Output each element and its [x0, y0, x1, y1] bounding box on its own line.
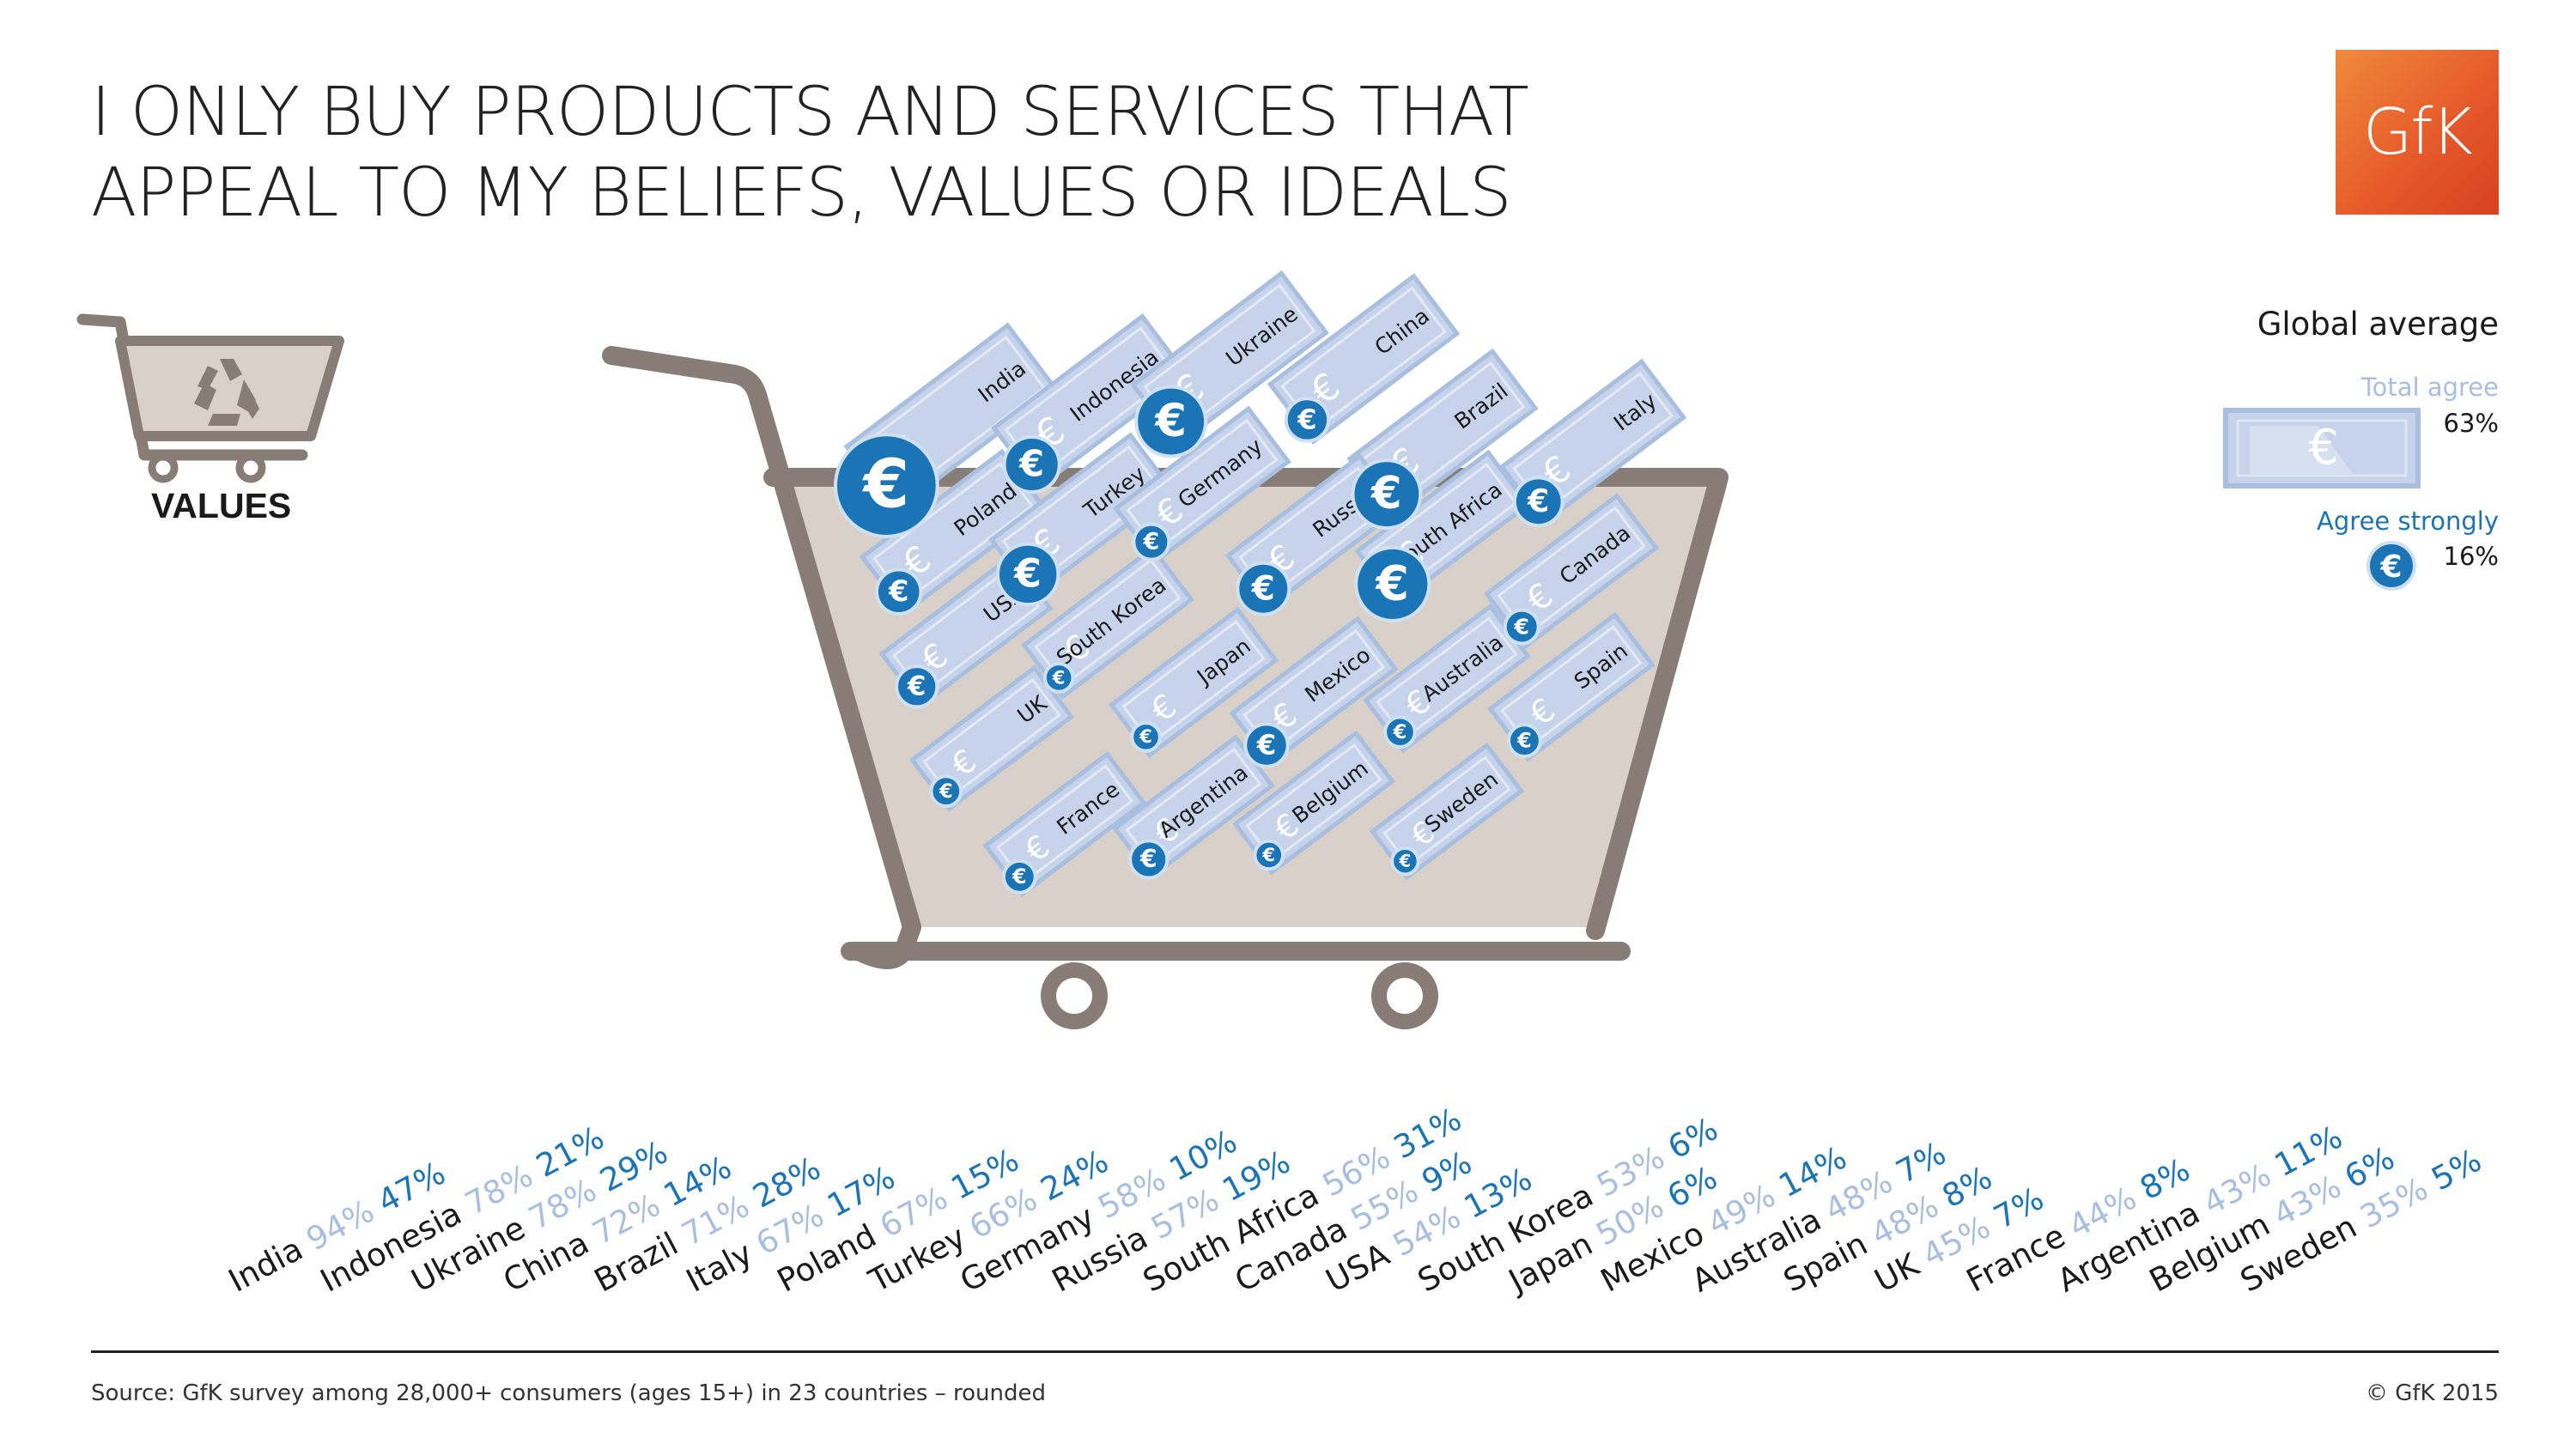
euro-coin-south-africa: €: [1354, 545, 1431, 622]
euro-coin-sweden: €: [1390, 846, 1420, 877]
legend-title: Global average: [2257, 306, 2499, 343]
gfk-logo: GfK: [2336, 50, 2499, 215]
legend-strong-label: Agree strongly: [2317, 507, 2499, 536]
euro-coin-brazil: €: [1351, 458, 1423, 531]
svg-text:€: €: [1013, 551, 1042, 597]
title-line-1: I ONLY BUY PRODUCTS AND SERVICES THAT: [91, 74, 1529, 151]
svg-text:€: €: [1251, 569, 1275, 608]
euro-coin-china: €: [1284, 397, 1331, 443]
euro-coin-australia: €: [1383, 715, 1417, 749]
svg-text:€: €: [1513, 614, 1529, 639]
euro-coin-france: €: [1001, 858, 1037, 895]
small-cart-icon: [76, 313, 344, 483]
legend-banknote-icon: €: [2223, 408, 2421, 488]
svg-text:€: €: [1375, 556, 1409, 611]
coins-layer: € € € € € € € € € € € € € € € € € € € € € € €: [833, 385, 1564, 895]
euro-coin-belgium: €: [1253, 839, 1285, 871]
euro-coin-canada: €: [1503, 608, 1540, 646]
svg-text:€: €: [1139, 845, 1157, 873]
svg-text:€: €: [1516, 728, 1532, 752]
recycle-icon: [194, 359, 259, 426]
euro-coin-italy: €: [1512, 476, 1564, 528]
svg-text:€: €: [1143, 529, 1160, 555]
euro-coin-spain: €: [1507, 723, 1542, 759]
svg-text:€: €: [1261, 844, 1275, 865]
svg-text:€: €: [1154, 395, 1187, 447]
euro-coin-russia: €: [1236, 561, 1291, 616]
euro-coin-indonesia: €: [1002, 435, 1061, 494]
svg-text:€: €: [1393, 721, 1407, 743]
svg-text:€: €: [1018, 443, 1044, 485]
legend-strong-value: 16%: [2443, 542, 2499, 571]
euro-coin-india: €: [833, 433, 939, 538]
legend-coin-icon: €: [2366, 541, 2416, 591]
svg-text:€: €: [1052, 666, 1066, 688]
banknote-australia: €Australia: [1363, 603, 1531, 754]
title-line-2: APPEAL TO MY BELIEFS, VALUES OR IDEALS: [91, 155, 1512, 232]
copyright: © GfK 2015: [2365, 1380, 2499, 1406]
svg-text:€: €: [1297, 403, 1316, 435]
euro-coin-turkey: €: [995, 542, 1060, 607]
svg-text:€: €: [1012, 865, 1027, 889]
svg-text:€: €: [1256, 728, 1276, 761]
svg-text:€: €: [907, 671, 926, 702]
footer-divider: [91, 1350, 2499, 1353]
euro-coin-argentina: €: [1128, 839, 1170, 880]
euro-coin-poland: €: [874, 567, 923, 616]
svg-text:€: €: [939, 780, 953, 803]
svg-text:€: €: [1370, 468, 1402, 519]
legend-total-value: 63%: [2443, 409, 2499, 438]
euro-coin-usa: €: [895, 664, 939, 709]
euro-coin-south-korea: €: [1042, 662, 1075, 694]
source-note: Source: GfK survey among 28,000+ consume…: [91, 1380, 1046, 1406]
svg-text:€: €: [1139, 725, 1152, 747]
svg-text:€: €: [1399, 852, 1412, 871]
euro-coin-japan: €: [1130, 721, 1162, 753]
euro-coin-germany: €: [1132, 522, 1171, 561]
svg-text:€: €: [888, 574, 908, 608]
svg-text:€: €: [1527, 482, 1549, 519]
category-label: VALUES: [151, 486, 292, 525]
legend-total-label: Total agree: [2360, 373, 2499, 402]
svg-text:€: €: [861, 446, 909, 524]
chart-title: I ONLY BUY PRODUCTS AND SERVICES THAT AP…: [91, 72, 1529, 234]
euro-coin-mexico: €: [1243, 722, 1290, 768]
svg-text:€: €: [2308, 420, 2339, 476]
euro-coin-ukraine: €: [1134, 385, 1208, 458]
euro-coin-uk: €: [929, 774, 963, 808]
svg-text:€: €: [2379, 549, 2402, 585]
